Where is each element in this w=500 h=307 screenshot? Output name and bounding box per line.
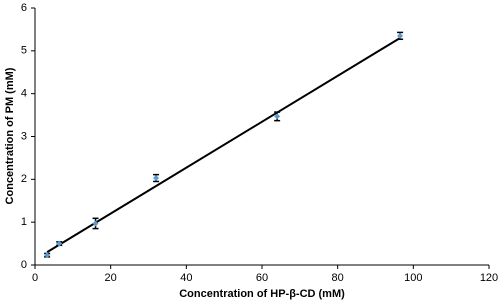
y-tick-label: 3	[21, 130, 27, 142]
x-tick-label: 100	[404, 272, 422, 284]
x-tick-label: 0	[32, 272, 38, 284]
x-tick-label: 120	[480, 272, 498, 284]
x-tick-label: 80	[332, 272, 344, 284]
point	[56, 240, 63, 247]
y-tick-label: 4	[21, 88, 27, 100]
point	[274, 113, 281, 120]
y-tick-label: 5	[21, 45, 27, 57]
x-tick-label: 40	[180, 272, 192, 284]
y-tick-label: 2	[21, 173, 27, 185]
y-tick-label: 6	[21, 2, 27, 14]
x-axis-title: Concentration of HP-β-CD (mM)	[179, 288, 345, 300]
x-tick-label: 60	[256, 272, 268, 284]
point	[92, 220, 99, 227]
x-tick-label: 20	[105, 272, 117, 284]
point	[397, 32, 404, 39]
y-axis-title: Concentration of PM (mM)	[4, 67, 16, 204]
trendline	[46, 37, 401, 254]
point	[153, 175, 160, 182]
y-tick-label: 0	[21, 259, 27, 271]
point	[44, 252, 51, 259]
y-tick-label: 1	[21, 216, 27, 228]
